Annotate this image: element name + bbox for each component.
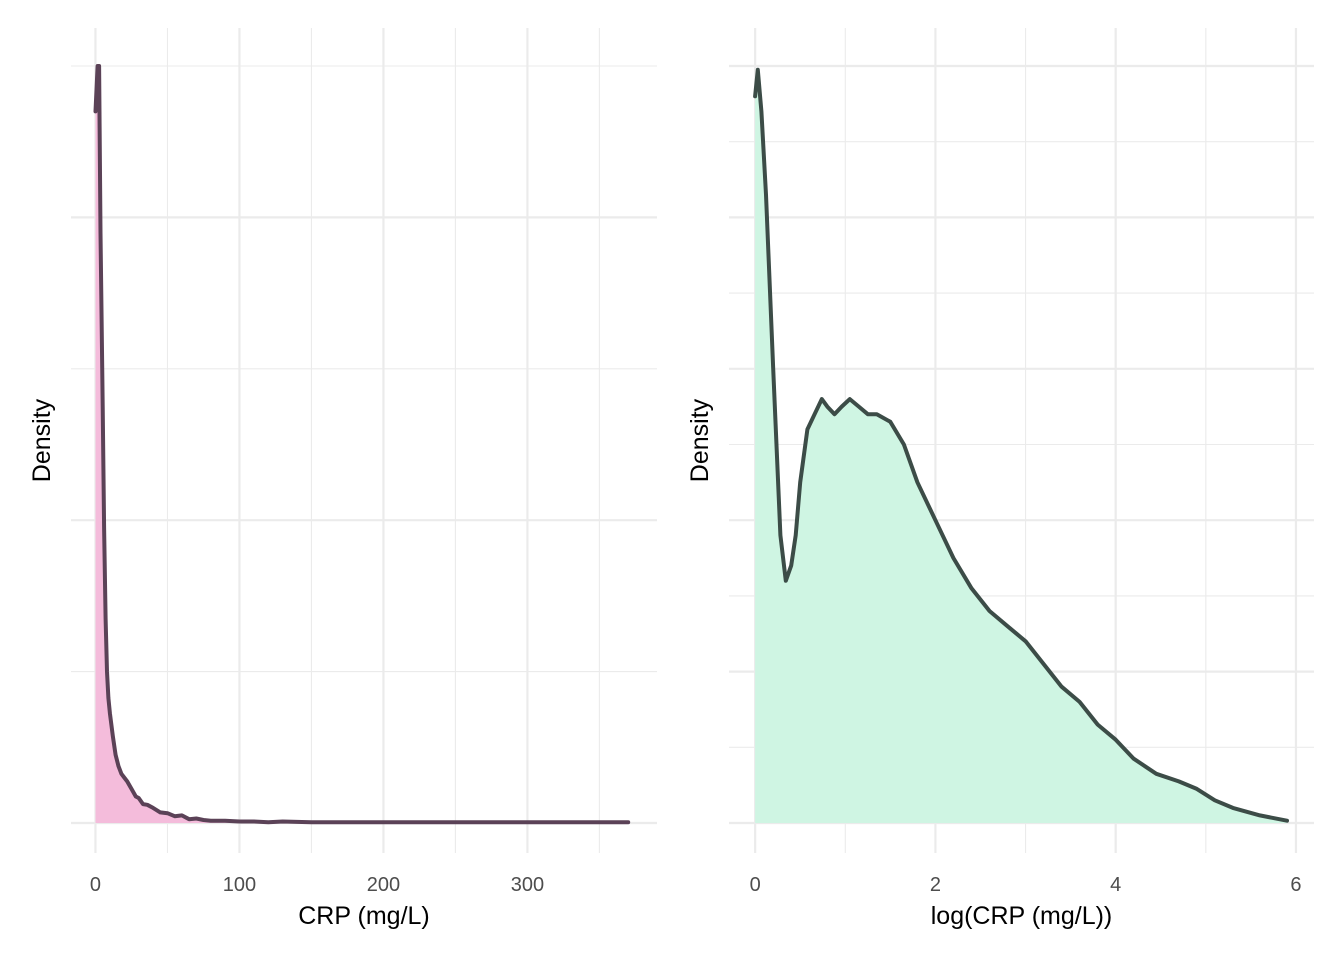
x-tick-label: 0	[750, 874, 761, 896]
density-line	[753, 67, 1289, 823]
x-tick-label: 0	[90, 874, 101, 896]
x-tick-label: 2	[930, 874, 941, 896]
y-axis-title: Density	[686, 398, 714, 482]
density-line	[93, 64, 631, 825]
x-tick-label: 6	[1290, 874, 1301, 896]
x-tick-label: 200	[367, 874, 400, 896]
x-tick-label: 300	[511, 874, 544, 896]
y-axis-title: Density	[28, 398, 56, 482]
x-axis-title: log(CRP (mg/L))	[931, 902, 1113, 930]
x-tick-label: 100	[223, 874, 256, 896]
density-area	[95, 66, 629, 823]
x-axis-title: CRP (mg/L)	[298, 902, 430, 930]
density-panel-1: 0 100 200 300 CRP (mg/L) Density	[28, 28, 657, 930]
density-area	[755, 69, 1287, 824]
x-tick-label: 4	[1110, 874, 1121, 896]
density-panel-2: 0 2 4 6 log(CRP (mg/L)) Density	[686, 28, 1314, 930]
